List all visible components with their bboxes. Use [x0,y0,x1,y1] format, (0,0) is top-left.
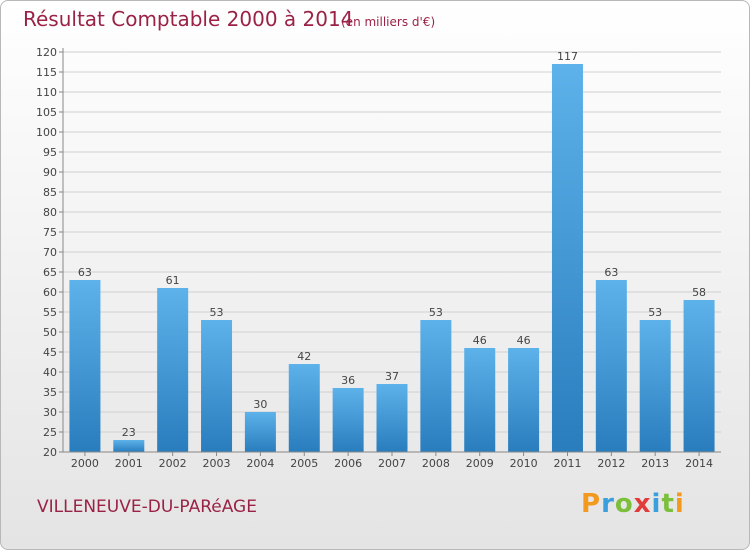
town-name: VILLENEUVE-DU-PARéAGE [37,497,257,517]
x-tick-label: 2004 [246,457,274,470]
y-tick-label: 60 [43,286,57,299]
y-tick-label: 75 [43,226,57,239]
logo-letter: t [661,489,675,519]
logo-letter: o [614,489,634,519]
y-tick-label: 95 [43,146,57,159]
data-label: 63 [604,266,618,279]
logo-letter: r [601,489,615,519]
y-tick-label: 20 [43,446,57,459]
y-tick-label: 100 [36,126,57,139]
x-tick-label: 2005 [290,457,318,470]
data-label: 58 [692,286,706,299]
x-tick-label: 2002 [159,457,187,470]
x-tick-label: 2014 [685,457,713,470]
bar [464,348,496,452]
data-label: 46 [473,334,487,347]
data-label: 23 [122,426,136,439]
bar [332,388,364,452]
data-label: 37 [385,370,399,383]
data-label: 53 [210,306,224,319]
bar [201,320,233,452]
y-tick-label: 45 [43,346,57,359]
logo-letter: i [674,489,685,519]
x-tick-label: 2011 [553,457,581,470]
bar [376,384,408,452]
y-tick-label: 90 [43,166,57,179]
chart-subtitle: (en milliers d'€) [341,15,436,29]
x-tick-label: 2001 [115,457,143,470]
data-label: 46 [517,334,531,347]
bar [420,320,452,452]
data-label: 30 [253,398,267,411]
y-tick-label: 40 [43,366,57,379]
bar [69,280,101,452]
data-label: 61 [166,274,180,287]
bar [508,348,540,452]
logo-letter: i [651,489,662,519]
x-tick-label: 2013 [641,457,669,470]
y-tick-label: 115 [36,66,57,79]
data-label: 36 [341,374,355,387]
x-tick-label: 2012 [597,457,625,470]
y-tick-label: 85 [43,186,57,199]
bar [288,364,320,452]
y-tick-label: 105 [36,106,57,119]
x-tick-label: 2000 [71,457,99,470]
y-tick-label: 25 [43,426,57,439]
bar [113,440,145,452]
y-tick-label: 110 [36,86,57,99]
y-tick-label: 30 [43,406,57,419]
y-tick-label: 80 [43,206,57,219]
logo-letter: x [633,489,652,519]
logo-letter: P [581,489,602,519]
bar [595,280,627,452]
bar [157,288,189,452]
x-tick-label: 2010 [510,457,538,470]
data-label: 63 [78,266,92,279]
chart-title: Résultat Comptable 2000 à 2014 [23,7,354,31]
x-tick-label: 2003 [203,457,231,470]
data-label: 42 [297,350,311,363]
y-tick-label: 65 [43,266,57,279]
y-tick-label: 35 [43,386,57,399]
y-tick-label: 55 [43,306,57,319]
x-tick-label: 2006 [334,457,362,470]
y-tick-label: 70 [43,246,57,259]
x-tick-label: 2007 [378,457,406,470]
y-tick-label: 120 [36,46,57,59]
data-label: 117 [557,50,578,63]
bar [639,320,671,452]
bar [244,412,276,452]
data-label: 53 [429,306,443,319]
x-tick-label: 2008 [422,457,450,470]
proxiti-logo: Proxiti [581,489,685,519]
data-label: 53 [648,306,662,319]
y-tick-label: 50 [43,326,57,339]
bar [683,300,715,452]
bar [551,64,583,452]
x-tick-label: 2009 [466,457,494,470]
